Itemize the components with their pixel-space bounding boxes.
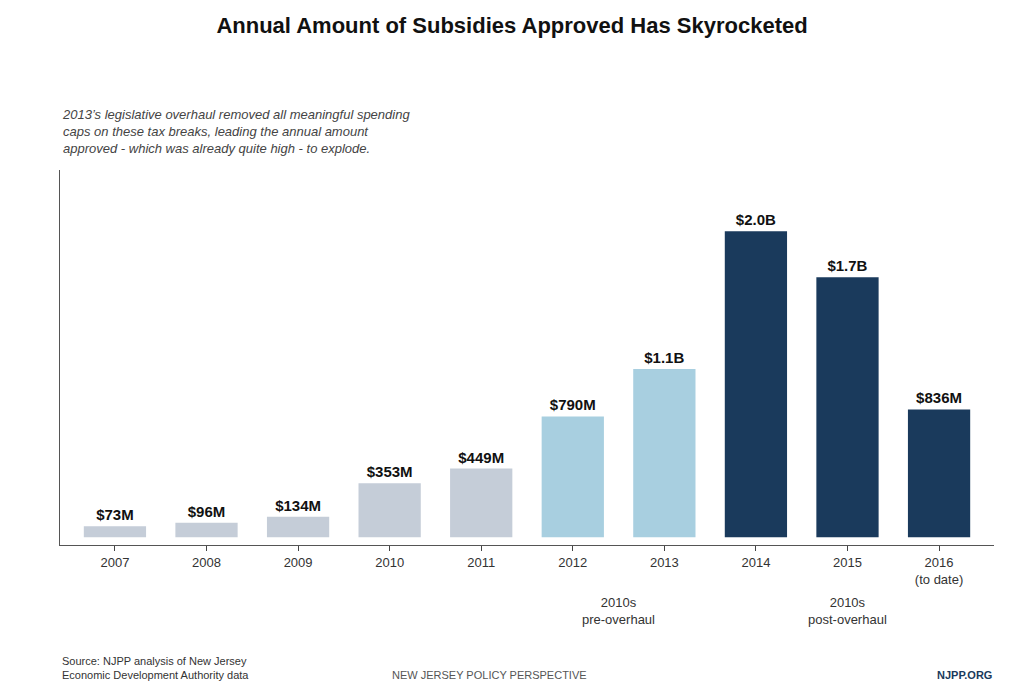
svg-text:2010spre-overhaul: 2010spre-overhaul xyxy=(582,595,655,627)
svg-text:2015: 2015 xyxy=(833,555,862,570)
svg-text:$790M: $790M xyxy=(550,396,596,413)
svg-text:2013: 2013 xyxy=(650,555,679,570)
svg-text:NJPP.ORG: NJPP.ORG xyxy=(937,669,992,681)
svg-text:2009: 2009 xyxy=(284,555,313,570)
svg-text:$1.1B: $1.1B xyxy=(644,349,684,366)
svg-text:Source: NJPP analysis of New J: Source: NJPP analysis of New JerseyEcono… xyxy=(62,655,249,681)
svg-text:2016(to date): 2016(to date) xyxy=(915,555,963,587)
svg-text:$836M: $836M xyxy=(916,389,962,406)
svg-text:$73M: $73M xyxy=(96,506,134,523)
svg-text:2010spost-overhaul: 2010spost-overhaul xyxy=(808,595,887,627)
svg-text:2012: 2012 xyxy=(558,555,587,570)
svg-text:$1.7B: $1.7B xyxy=(827,257,867,274)
svg-text:Annual Amount of Subsidies App: Annual Amount of Subsidies Approved Has … xyxy=(216,13,807,38)
svg-text:$449M: $449M xyxy=(458,449,504,466)
svg-text:$353M: $353M xyxy=(367,463,413,480)
svg-text:2014: 2014 xyxy=(741,555,770,570)
svg-text:NEW JERSEY POLICY PERSPECTIVE: NEW JERSEY POLICY PERSPECTIVE xyxy=(392,669,587,681)
svg-text:2007: 2007 xyxy=(100,555,129,570)
svg-text:$2.0B: $2.0B xyxy=(736,211,776,228)
svg-text:2010: 2010 xyxy=(375,555,404,570)
svg-text:2013’s legislative overhaul re: 2013’s legislative overhaul removed all … xyxy=(62,107,410,156)
svg-text:2011: 2011 xyxy=(467,555,495,570)
svg-text:$134M: $134M xyxy=(275,497,321,514)
svg-text:2008: 2008 xyxy=(192,555,221,570)
svg-text:$96M: $96M xyxy=(188,503,226,520)
